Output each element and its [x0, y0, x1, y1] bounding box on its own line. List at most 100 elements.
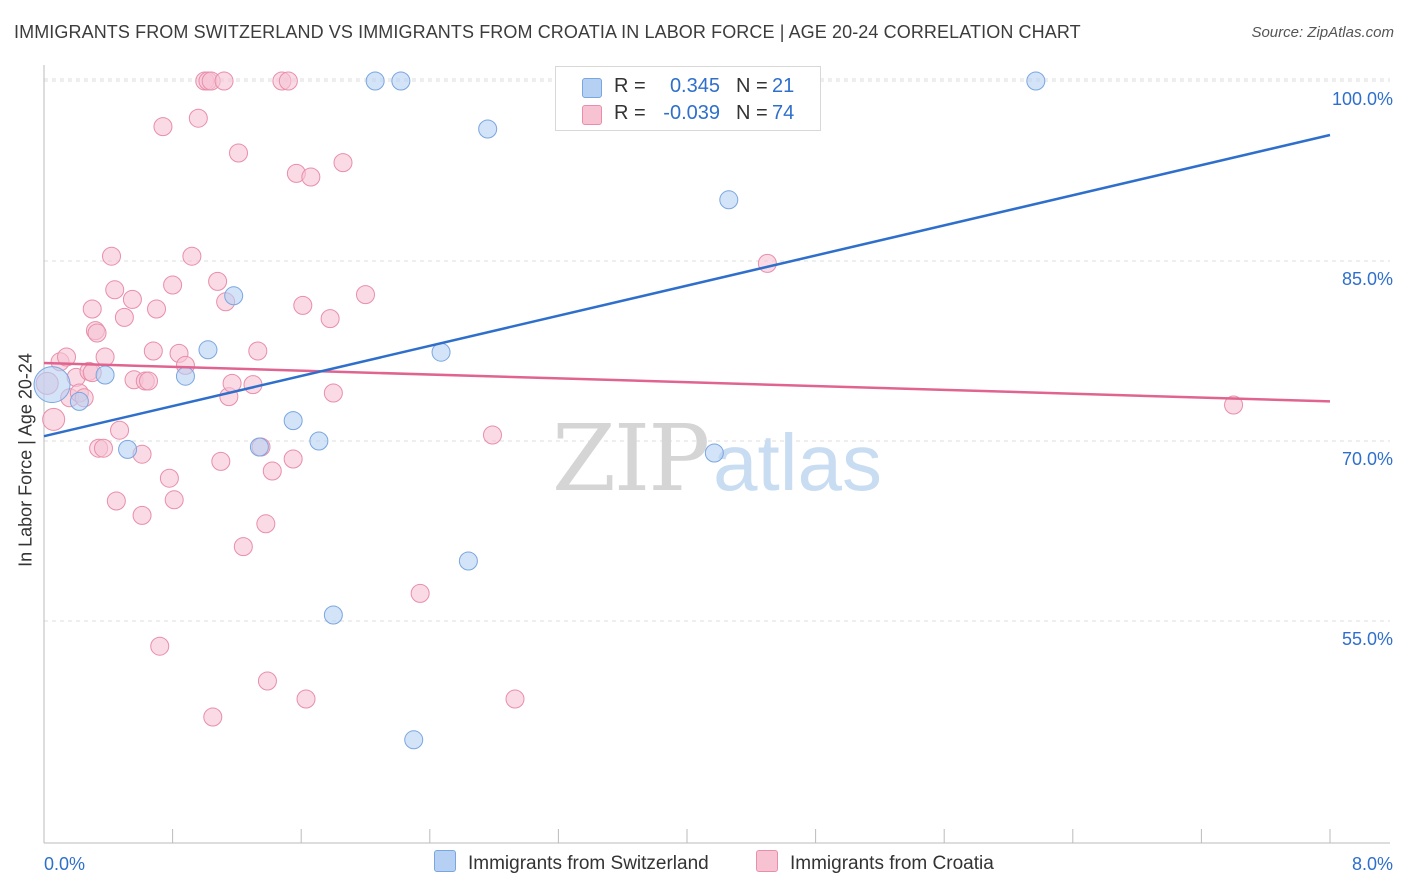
croatia-point: [301, 167, 321, 187]
axes: [43, 65, 1390, 844]
legend-item-switzerland: Immigrants from Switzerland: [434, 850, 709, 875]
n-value: 21: [772, 75, 795, 97]
croatia-point: [87, 323, 107, 343]
trend-lines: [43, 133, 1331, 438]
croatia-point: [214, 71, 234, 91]
switzerland-point: [404, 730, 424, 750]
stats-legend: R = 0.345 N = 21 R = -0.039 N = 74: [555, 66, 821, 131]
croatia-point: [150, 636, 170, 656]
r-label: R =: [614, 102, 646, 124]
switzerland-trend-line: [43, 133, 1331, 438]
croatia-point: [106, 491, 126, 511]
switzerland-point: [323, 605, 343, 625]
switzerland-point: [391, 71, 411, 91]
n-label: N =: [736, 102, 768, 124]
croatia-point: [257, 671, 277, 691]
croatia-point: [1224, 395, 1244, 415]
y-tick-labels: 55.0% 70.0% 85.0% 100.0%: [1332, 89, 1393, 649]
croatia-point: [153, 117, 173, 137]
switzerland-swatch: [434, 850, 456, 872]
switzerland-point: [69, 391, 89, 411]
legend-row-switzerland: R = 0.345 N = 21: [556, 74, 820, 102]
r-label: R =: [614, 75, 646, 97]
croatia-point: [229, 143, 249, 163]
y-tick-label: 70.0%: [1342, 449, 1393, 469]
croatia-point: [410, 583, 430, 603]
r-value: 0.345: [669, 75, 720, 97]
croatia-point: [256, 514, 276, 534]
switzerland-point: [95, 365, 115, 385]
croatia-trend-line: [43, 361, 1331, 403]
switzerland-point: [704, 443, 724, 463]
croatia-point: [320, 309, 340, 329]
croatia-point: [188, 108, 208, 128]
chart-title: IMMIGRANTS FROM SWITZERLAND VS IMMIGRANT…: [14, 22, 1081, 42]
croatia-swatch: [582, 105, 602, 125]
croatia-points: [35, 71, 1244, 727]
croatia-point: [323, 383, 343, 403]
switzerland-point: [365, 71, 385, 91]
switzerland-point: [198, 340, 218, 360]
croatia-point: [278, 71, 298, 91]
croatia-point: [208, 271, 228, 291]
y-tick-label: 85.0%: [1342, 269, 1393, 289]
croatia-point: [163, 275, 183, 295]
croatia-point: [262, 461, 282, 481]
croatia-point: [95, 347, 115, 367]
croatia-point: [203, 707, 223, 727]
switzerland-point: [224, 286, 244, 306]
croatia-point: [57, 347, 77, 367]
croatia-point: [132, 505, 152, 525]
switzerland-point: [249, 437, 269, 457]
croatia-point: [102, 246, 122, 266]
y-tick-label: 55.0%: [1342, 629, 1393, 649]
watermark: ZIP atlas: [552, 405, 882, 512]
n-value: 74: [772, 102, 795, 124]
croatia-point: [333, 153, 353, 173]
croatia-point: [482, 425, 502, 445]
croatia-point: [248, 341, 268, 361]
switzerland-point: [719, 190, 739, 210]
croatia-point: [122, 289, 142, 309]
watermark-zip: ZIP: [552, 405, 708, 512]
switzerland-point: [283, 411, 303, 431]
croatia-point: [505, 689, 525, 709]
switzerland-point: [33, 366, 71, 404]
watermark-atlas: atlas: [713, 418, 882, 507]
croatia-point: [283, 449, 303, 469]
croatia-point: [296, 689, 316, 709]
legend-label-croatia: Immigrants from Croatia: [790, 853, 994, 874]
switzerland-swatch: [582, 78, 602, 98]
croatia-point: [233, 537, 253, 557]
croatia-swatch: [756, 850, 778, 872]
croatia-point: [159, 468, 179, 488]
switzerland-point: [458, 551, 478, 571]
croatia-point: [143, 341, 163, 361]
croatia-point: [93, 438, 113, 458]
y-axis-label: In Labor Force | Age 20-24: [15, 353, 36, 567]
croatia-point: [293, 295, 313, 315]
croatia-point: [147, 299, 167, 319]
x-tick-label: 8.0%: [1352, 854, 1393, 874]
croatia-point: [82, 299, 102, 319]
croatia-point: [105, 280, 125, 300]
switzerland-point: [478, 119, 498, 139]
legend-label-switzerland: Immigrants from Switzerland: [468, 853, 709, 874]
croatia-point: [114, 307, 134, 327]
r-value: -0.039: [663, 102, 720, 124]
n-label: N =: [736, 75, 768, 97]
x-tick-labels: 0.0% 8.0%: [44, 854, 1393, 874]
switzerland-points: [33, 71, 1046, 750]
switzerland-point: [1026, 71, 1046, 91]
switzerland-point: [175, 366, 195, 386]
croatia-point: [110, 420, 130, 440]
legend-item-croatia: Immigrants from Croatia: [756, 850, 994, 875]
source-label: Source: ZipAtlas.com: [1251, 24, 1394, 41]
croatia-point: [164, 490, 184, 510]
croatia-point: [211, 451, 231, 471]
croatia-point: [182, 246, 202, 266]
x-tick-label: 0.0%: [44, 854, 85, 874]
switzerland-point: [118, 439, 138, 459]
y-tick-label: 100.0%: [1332, 89, 1393, 109]
